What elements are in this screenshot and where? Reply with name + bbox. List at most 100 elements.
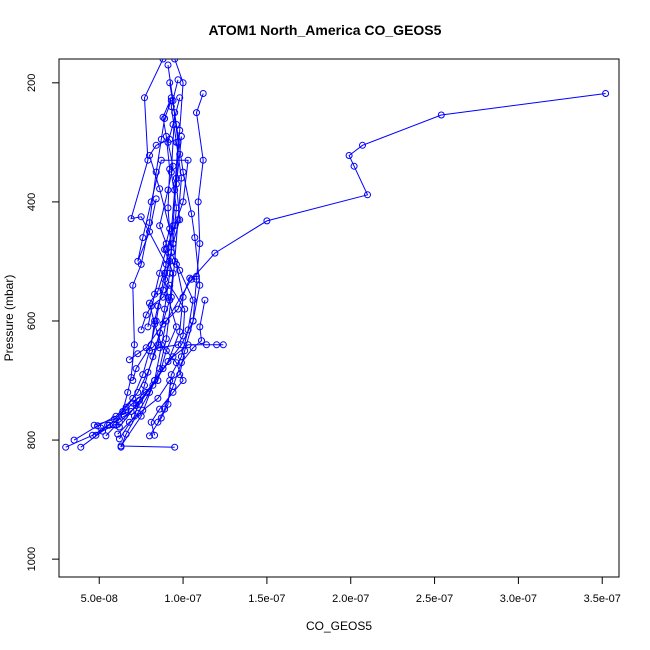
data-point [115,435,123,443]
data-point [169,121,177,128]
data-point [125,356,133,364]
data-point [177,174,185,182]
data-point [193,109,200,117]
plot-frame [58,58,620,578]
y-tick-label: 200 [26,74,38,92]
y-tick-label: 800 [26,431,38,449]
series-line [129,275,197,361]
data-point [263,217,271,225]
data-point [146,432,153,440]
data-point [129,281,137,289]
data-point [156,365,164,373]
data-point [115,423,123,431]
series-line [94,112,177,426]
data-point [157,135,165,143]
data-point [201,296,209,304]
data-point [152,195,160,203]
data-point [179,198,187,206]
data-point [171,109,179,117]
series-line [120,93,606,448]
data-point [129,394,137,402]
y-tick-label: 400 [26,193,38,211]
data-point [602,90,610,97]
data-point [184,156,192,164]
chart-title: ATOM1 North_America CO_GEOS5 [209,22,442,38]
series-9 [102,97,175,440]
x-axis: 5.0e-08 1.0e-07 1.5e-07 2.0e-07 2.5e-07 3.0e-… [81,577,621,605]
data-point [166,225,174,233]
data-point [169,269,177,277]
x-tick-label: 1.5e-07 [248,593,285,605]
data-point [161,115,169,122]
data-point [102,432,110,440]
data-point [141,94,148,102]
data-point [156,344,164,352]
y-axis: 200 400 600 800 1000 [26,74,59,571]
data-point [159,59,167,63]
data-point [137,326,145,334]
series-13 [125,272,200,364]
data-point [159,113,167,121]
data-point [97,424,105,432]
data-point [151,290,159,298]
data-point [176,150,184,158]
data-point [164,400,172,408]
data-point [196,281,204,289]
series-16 [115,135,177,443]
data-point [211,249,219,257]
data-point [213,341,221,349]
x-axis-label: CO_GEOS5 [306,619,372,633]
data-point [146,152,153,159]
y-axis-label: Pressure (mbar) [2,275,16,362]
data-point [359,141,366,149]
data-point [174,76,182,84]
data-point [62,443,70,451]
x-tick-label: 2.5e-07 [416,593,453,605]
data-point [154,418,162,426]
data-point [345,152,353,159]
data-point [171,59,179,63]
data-point [162,335,170,343]
y-tick-label: 1000 [26,547,38,571]
data-point [137,213,145,221]
data-point [132,365,140,373]
data-point [198,337,205,345]
data-point [174,305,182,313]
data-point [162,347,170,355]
data-point [157,156,165,164]
data-point [156,329,164,337]
data-point [134,350,142,358]
x-tick-label: 1.0e-07 [164,593,201,605]
data-point [156,185,164,193]
x-tick-label: 3.0e-07 [500,593,537,605]
data-point [90,421,98,429]
data-point [179,79,187,87]
data-point [154,377,162,384]
data-point [169,162,177,170]
data-point [188,210,195,218]
data-point [172,260,180,268]
data-point [151,317,159,325]
data-point [179,293,187,301]
series-line [130,59,184,436]
data-point [147,341,155,349]
data-point [177,353,185,361]
series-line [73,64,179,441]
data-point [142,311,150,319]
y-tick-label: 600 [26,312,38,330]
data-point [129,377,137,384]
data-point [184,341,192,349]
data-point [144,323,152,331]
data-point [167,371,175,379]
data-point [151,431,159,439]
data-point [124,388,132,396]
data-point [199,90,207,97]
data-point [139,234,147,242]
series-line [100,136,184,429]
data-point [196,323,204,331]
data-point [166,79,174,87]
data-point [203,341,210,349]
data-point [184,326,192,334]
series-7 [117,76,185,451]
data-point [196,240,204,248]
